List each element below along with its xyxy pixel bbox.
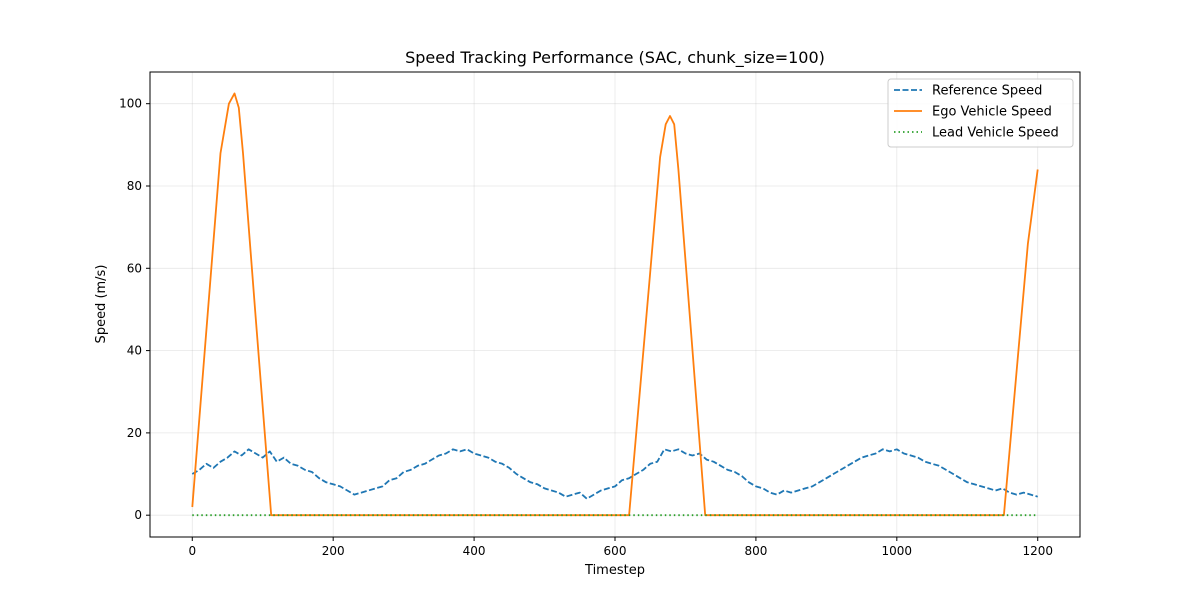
x-tick-label: 1000 — [882, 544, 913, 558]
x-tick-label: 200 — [322, 544, 345, 558]
y-tick-label: 60 — [127, 261, 142, 275]
series-line-1 — [191, 448, 1038, 500]
x-axis-ticks: 0 200 400 600 800 1000 1200 — [188, 537, 1053, 558]
y-tick-label: 0 — [134, 508, 142, 522]
legend-label: Reference Speed — [932, 84, 1042, 99]
legend-label: Lead Vehicle Speed — [932, 126, 1059, 141]
y-axis-label: Speed (m/s) — [94, 265, 109, 344]
y-tick-label: 80 — [127, 179, 142, 193]
chart-title: Speed Tracking Performance (SAC, chunk_s… — [405, 48, 825, 68]
x-tick-label: 1200 — [1022, 544, 1053, 558]
y-tick-label: 20 — [127, 426, 142, 440]
x-tick-label: 400 — [463, 544, 486, 558]
y-tick-label: 40 — [127, 344, 142, 358]
legend-box — [887, 78, 1074, 148]
x-axis-label: Timestep — [584, 563, 645, 578]
legend-label: Ego Vehicle Speed — [932, 105, 1052, 120]
series-layer — [191, 92, 1039, 517]
y-axis-ticks: 0 20 40 60 80 100 — [119, 97, 150, 522]
y-tick-label: 100 — [119, 97, 142, 111]
x-tick-label: 0 — [188, 544, 196, 558]
x-tick-label: 800 — [744, 544, 767, 558]
x-tick-label: 600 — [604, 544, 627, 558]
legend: Reference Speed Ego Vehicle Speed Lead Veh… — [887, 78, 1074, 148]
